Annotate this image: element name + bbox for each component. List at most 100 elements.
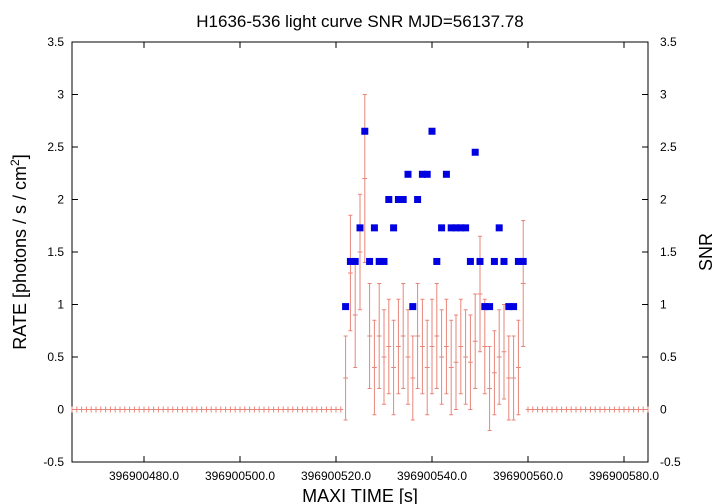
snr-point xyxy=(476,257,484,265)
y2-tick-label: 3.5 xyxy=(660,35,677,49)
rate-point xyxy=(420,298,425,395)
rate-point xyxy=(352,262,358,368)
rate-point xyxy=(511,335,516,421)
snr-point xyxy=(356,224,364,232)
y-axis-label: RATE [photons / s / cm2] xyxy=(8,154,30,349)
x-tick-label: 396900560.0 xyxy=(493,469,563,483)
x-axis-label: MAXI TIME [s] xyxy=(302,486,418,504)
rate-point xyxy=(410,335,416,421)
rate-point xyxy=(496,309,502,405)
rate-point xyxy=(463,309,468,405)
snr-point xyxy=(361,127,369,135)
snr-point xyxy=(385,196,393,203)
rate-point xyxy=(477,235,483,353)
rate-point xyxy=(343,335,348,421)
rate-point xyxy=(482,298,488,395)
snr-point xyxy=(433,257,441,265)
snr-point xyxy=(438,224,446,232)
rate-point xyxy=(444,298,449,395)
y2-axis-ticks: -0.5 0 0.5 1 1.5 2 2.5 3 3.5 xyxy=(642,35,681,469)
snr-point xyxy=(486,303,494,311)
y-tick-label: -0.5 xyxy=(43,455,64,469)
y-tick-label: 2.5 xyxy=(47,140,64,154)
y2-axis-label: SNR xyxy=(696,233,716,271)
x-axis-ticks: 396900480.0 396900500.0 396900520.0 3969005… xyxy=(109,42,659,483)
x-tick-label: 396900500.0 xyxy=(205,469,275,483)
snr-point xyxy=(418,170,426,178)
rate-point xyxy=(501,304,507,400)
snr-point xyxy=(447,224,455,232)
snr-point xyxy=(442,170,450,178)
snr-point xyxy=(510,303,518,311)
snr-point xyxy=(505,303,513,311)
y-tick-label: 2 xyxy=(57,193,64,207)
rate-point xyxy=(468,314,473,410)
rate-point xyxy=(439,309,444,405)
rate-point xyxy=(487,346,492,431)
rate-point xyxy=(400,283,406,389)
rate-series xyxy=(340,94,528,431)
rate-point xyxy=(453,314,459,410)
y2-tick-label: 0.5 xyxy=(660,350,677,364)
snr-point xyxy=(366,257,374,265)
rate-point xyxy=(492,330,497,416)
rate-point xyxy=(348,214,353,332)
snr-series xyxy=(342,127,527,311)
rate-point xyxy=(434,283,440,389)
rate-point xyxy=(376,283,382,389)
rate-point xyxy=(391,319,396,416)
chart-title: H1636-536 light curve SNR MJD=56137.78 xyxy=(196,12,523,31)
rate-point xyxy=(429,298,435,395)
rate-point xyxy=(362,94,368,263)
rate-point xyxy=(396,298,401,395)
y2-tick-label: -0.5 xyxy=(660,455,681,469)
rate-point xyxy=(472,293,478,389)
snr-point xyxy=(462,224,470,232)
snr-point xyxy=(519,257,527,265)
y-axis-label-sup: 2 xyxy=(8,159,22,166)
y-axis-label-end: ] xyxy=(10,154,30,159)
snr-point xyxy=(428,127,436,135)
x-tick-label: 396900540.0 xyxy=(397,469,467,483)
rate-point xyxy=(415,283,420,389)
y2-tick-label: 0 xyxy=(660,403,667,417)
rate-point xyxy=(516,319,521,416)
rate-point xyxy=(506,335,512,421)
snr-point xyxy=(514,257,522,265)
y-tick-label: 0 xyxy=(57,403,64,417)
snr-point xyxy=(457,224,465,232)
rate-point xyxy=(405,309,411,405)
rate-point xyxy=(357,193,363,311)
snr-point xyxy=(394,196,402,203)
y2-tick-label: 3 xyxy=(660,88,667,102)
snr-point xyxy=(342,303,350,311)
snr-point xyxy=(490,257,498,265)
rate-point xyxy=(386,298,392,395)
snr-point xyxy=(346,257,354,265)
y2-tick-label: 2 xyxy=(660,193,667,207)
y-axis-ticks: -0.5 0 0.5 1 1.5 2 2.5 3 3.5 xyxy=(43,35,78,469)
snr-point xyxy=(466,257,474,265)
x-tick-label: 396900480.0 xyxy=(109,469,179,483)
snr-point xyxy=(380,257,388,265)
zero-rate-series xyxy=(71,406,649,413)
rate-point xyxy=(424,319,430,416)
x-tick-label: 396900520.0 xyxy=(301,469,371,483)
y-axis-label-main: RATE [photons / s / cm xyxy=(10,166,30,350)
snr-point xyxy=(423,170,431,178)
snr-point xyxy=(404,170,412,178)
y-tick-label: 1 xyxy=(57,298,64,312)
snr-point xyxy=(471,148,479,156)
snr-point xyxy=(495,224,503,232)
rate-point xyxy=(381,309,387,405)
y-tick-label: 3 xyxy=(57,88,64,102)
snr-point xyxy=(370,224,378,232)
y-tick-label: 3.5 xyxy=(47,35,64,49)
snr-point xyxy=(390,224,398,232)
y-tick-label: 1.5 xyxy=(47,245,64,259)
rate-point xyxy=(367,283,372,389)
y2-tick-label: 2.5 xyxy=(660,140,677,154)
rate-point xyxy=(448,319,454,416)
y-tick-label: 0.5 xyxy=(47,350,64,364)
